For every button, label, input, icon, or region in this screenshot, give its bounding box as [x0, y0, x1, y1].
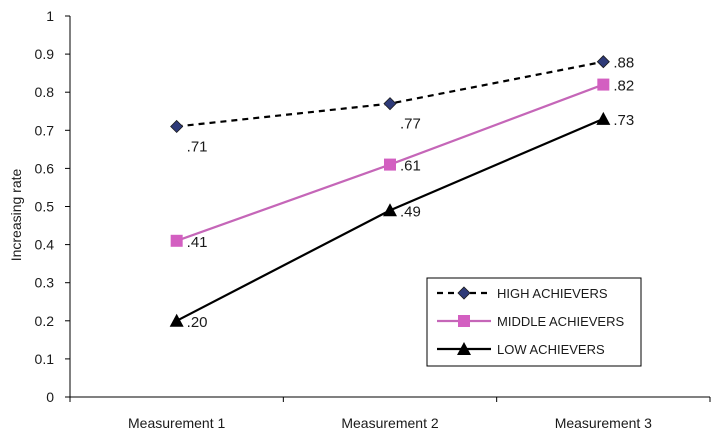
- y-tick-label: 1: [46, 8, 54, 24]
- series-middle-achievers: .41 .61 .82: [170, 78, 634, 251]
- data-label-low-achievers: .73: [613, 112, 634, 129]
- legend-label-high-achievers: HIGH ACHIEVERS: [497, 286, 608, 301]
- legend-marker-low-achievers: [457, 342, 471, 355]
- data-point-middle-achievers: [170, 234, 183, 247]
- data-label-middle-achievers: .41: [187, 234, 208, 251]
- y-tick-label: 0.3: [35, 275, 55, 291]
- y-tick-label: 0.6: [35, 160, 55, 176]
- data-label-middle-achievers: .82: [613, 78, 634, 95]
- data-label-high-achievers: .77: [400, 116, 421, 133]
- legend-marker-middle-achievers: [458, 315, 470, 327]
- series-layer: .71 .77 .88 .41 .61 .82 .20 .49 .73: [169, 55, 634, 331]
- x-tick-label: Measurement 2: [341, 415, 438, 431]
- y-tick-label: 0.5: [35, 199, 55, 215]
- legend-item-middle-achievers: MIDDLE ACHIEVERS: [437, 314, 624, 329]
- y-tick-label: 0.2: [35, 313, 55, 329]
- legend: HIGH ACHIEVERS MIDDLE ACHIEVERS LOW ACHIEV…: [426, 277, 642, 367]
- data-label-middle-achievers: .61: [400, 158, 421, 175]
- data-point-middle-achievers: [384, 158, 396, 171]
- y-tick-label: 0.9: [35, 46, 55, 62]
- y-tick-label: 0: [46, 389, 54, 405]
- y-tick-label: 0.4: [35, 237, 55, 253]
- data-point-high-achievers: [170, 119, 184, 134]
- data-point-high-achievers: [383, 97, 397, 111]
- data-label-high-achievers: .88: [613, 55, 634, 72]
- x-tick-label: Measurement 3: [555, 415, 652, 431]
- legend-item-high-achievers: HIGH ACHIEVERS: [437, 286, 608, 301]
- data-point-low-achievers: [169, 313, 184, 327]
- data-label-high-achievers: .71: [187, 138, 208, 155]
- legend-marker-high-achievers: [457, 286, 471, 300]
- data-point-middle-achievers: [597, 78, 610, 91]
- y-tick-label: 0.1: [35, 351, 55, 367]
- legend-label-low-achievers: LOW ACHIEVERS: [497, 342, 605, 357]
- data-point-high-achievers: [596, 55, 610, 69]
- x-tick-label: Measurement 1: [128, 415, 225, 431]
- series-high-achievers: .71 .77 .88: [170, 55, 634, 155]
- y-tick-label: 0.7: [35, 122, 55, 138]
- legend-item-low-achievers: LOW ACHIEVERS: [437, 342, 605, 357]
- legend-label-middle-achievers: MIDDLE ACHIEVERS: [497, 314, 624, 329]
- data-point-low-achievers: [596, 111, 611, 125]
- series-low-achievers: .20 .49 .73: [169, 111, 634, 331]
- y-axis-label: Increasing rate: [8, 168, 24, 261]
- x-tick-labels: Measurement 1 Measurement 2 Measurement 3: [128, 415, 652, 431]
- y-tick-labels: 0 0.1 0.2 0.3 0.4 0.5 0.6 0.7 0.8 0.9 1: [35, 8, 55, 405]
- data-point-low-achievers: [383, 203, 397, 217]
- chart-axes: [65, 15, 711, 402]
- y-tick-label: 0.8: [35, 84, 55, 100]
- data-label-low-achievers: .49: [400, 203, 421, 220]
- legend-items: HIGH ACHIEVERS MIDDLE ACHIEVERS LOW ACHIEV…: [437, 286, 624, 357]
- series-line-high-achievers: [176, 60, 604, 128]
- data-label-low-achievers: .20: [187, 314, 208, 331]
